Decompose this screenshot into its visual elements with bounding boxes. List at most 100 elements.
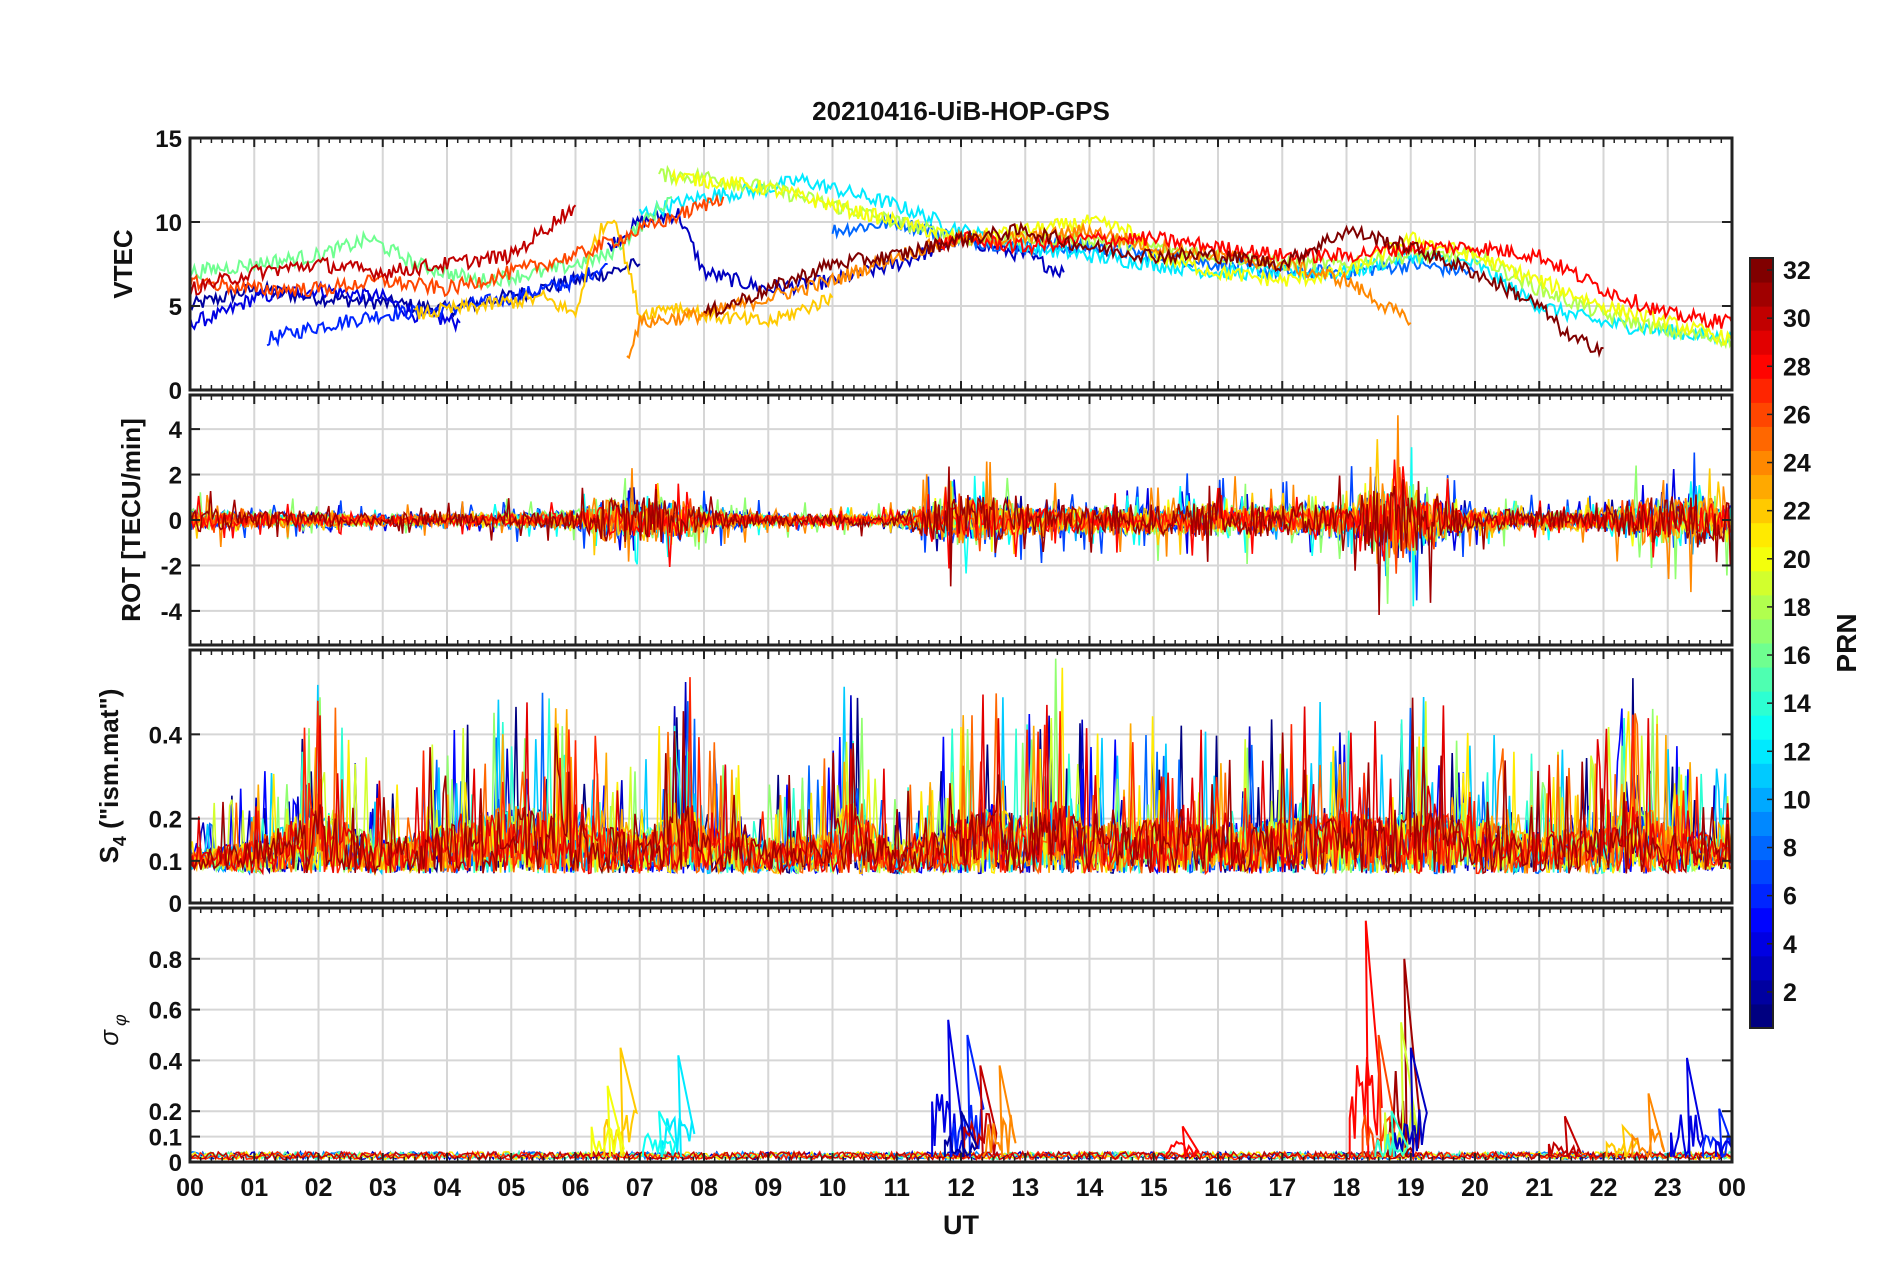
colorbar-segment-prn-1 (1750, 1003, 1773, 1029)
x-tick-label: 04 (433, 1174, 461, 1202)
rot-ytick-label: -2 (161, 553, 182, 580)
vtec-trace-prn-12 (638, 172, 1732, 346)
s4-ytick-label: 0.4 (149, 722, 183, 749)
x-tick-label: 08 (690, 1174, 718, 1202)
colorbar-segment-prn-11 (1750, 763, 1773, 788)
x-tick-label: 03 (369, 1174, 397, 1202)
colorbar-segment-prn-2 (1750, 979, 1773, 1005)
colorbar-segment-prn-30 (1750, 306, 1773, 331)
rot-ylabel: ROT [TECU/min] (116, 418, 146, 622)
sigma-phi-spike-prn-30 (963, 1065, 998, 1157)
x-tick-label: 07 (626, 1174, 654, 1202)
colorbar-segment-prn-14 (1750, 691, 1773, 716)
vtec-ytick-labels: 0 5 10 15 (155, 126, 182, 405)
x-tick-label: 09 (754, 1174, 782, 1202)
rot-axes-frame (188, 393, 1734, 647)
sigma-phi-ylabel: σφ (94, 1014, 130, 1046)
colorbar-tick-label: 28 (1783, 353, 1811, 381)
colorbar-tick-label: 2 (1783, 979, 1797, 1007)
sigma-phi-ylabel-sub: φ (110, 1014, 130, 1026)
s4-ytick-label: 0 (169, 891, 182, 918)
vtec-trace-prn-28 (927, 229, 1732, 331)
sigma-phi-spike-prn-24 (1631, 1093, 1666, 1159)
rot-ytick-label: 4 (169, 417, 183, 444)
colorbar-segment-prn-18 (1750, 594, 1773, 620)
sigma-phi-spike-prn-3 (1393, 1047, 1428, 1157)
colorbar-tick-label: 16 (1783, 642, 1811, 670)
s4-ytick-label: 0.2 (149, 807, 182, 834)
colorbar-tick-label: 4 (1783, 931, 1797, 959)
x-tick-label: 18 (1333, 1174, 1361, 1202)
sigma-phi-spike-prn-4 (1714, 1108, 1732, 1157)
s4-trace-prn-31 (190, 697, 1732, 876)
colorbar-tick-label: 32 (1783, 257, 1811, 285)
colorbar-segment-prn-8 (1750, 835, 1773, 861)
colorbar-tick-label: 18 (1783, 594, 1811, 622)
vtec-ylabel: VTEC (108, 229, 138, 299)
x-tick-label: 13 (1011, 1174, 1039, 1202)
colorbar-tick-label: 24 (1783, 450, 1811, 478)
colorbar-tick-label: 26 (1783, 401, 1811, 429)
colorbar-tick-label: 22 (1783, 498, 1811, 526)
rot-ytick-labels: -4 -2 0 2 4 (161, 417, 183, 626)
s4-ylabel-sub: 4 (110, 836, 130, 846)
sigma-phi-spike-prn-24 (982, 1065, 1017, 1157)
x-tick-label: 19 (1397, 1174, 1425, 1202)
x-tick-label: 00 (1718, 1174, 1746, 1202)
sigma-phi-ytick-label: 0.2 (149, 1099, 182, 1126)
colorbar-tick-label: 10 (1783, 786, 1811, 814)
colorbar-segment-prn-7 (1750, 859, 1773, 885)
rot-ytick-label: -4 (161, 599, 183, 626)
colorbar-tick-label: 12 (1783, 738, 1811, 766)
colorbar-segment-prn-4 (1750, 931, 1773, 957)
sigma-phi-axes-frame (188, 906, 1734, 1164)
vtec-trace-prn-6 (266, 263, 608, 348)
rot-ytick-label: 2 (169, 463, 182, 490)
colorbar-segment-prn-6 (1750, 883, 1773, 909)
colorbar-segment-prn-22 (1750, 498, 1773, 524)
colorbar-segment-prn-13 (1750, 715, 1773, 740)
colorbar-tick-label: 6 (1783, 883, 1797, 911)
rot-ytick-label: 0 (169, 508, 182, 535)
x-tick-label: 01 (240, 1174, 268, 1202)
s4-ytick-label: 0.1 (149, 849, 182, 876)
sigma-phi-ytick-labels: 00.10.2 0.4 0.6 0.8 (149, 947, 183, 1177)
colorbar-tick-label: 14 (1783, 690, 1811, 718)
sigma-phi-spike-prn-30 (1547, 1115, 1582, 1160)
sigma-phi-spike-prn-20 (590, 1085, 625, 1157)
colorbar-segment-prn-9 (1750, 811, 1773, 836)
x-tick-label: 11 (884, 1174, 911, 1202)
vtec-trace-prn-4 (190, 280, 461, 333)
x-tick-label: 20 (1461, 1174, 1489, 1202)
x-tick-label: 10 (819, 1174, 847, 1202)
vtec-trace-prn-26 (190, 193, 725, 300)
colorbar-segment-prn-3 (1750, 955, 1773, 981)
colorbar-segment-prn-31 (1750, 282, 1773, 307)
x-tick-label: 06 (562, 1174, 590, 1202)
vtec-trace-prn-30 (190, 203, 577, 297)
figure-title: 20210416-UiB-HOP-GPS (812, 96, 1110, 126)
sigma-phi-ytick-label: 0 (169, 1150, 182, 1177)
colorbar-segment-prn-23 (1750, 474, 1773, 500)
sigma-phi-spike-prn-4 (1670, 1057, 1705, 1159)
colorbar-segment-prn-26 (1750, 402, 1773, 427)
colorbar-segment-prn-10 (1750, 787, 1773, 812)
colorbar-segment-prn-17 (1750, 618, 1773, 644)
vtec-trace-prn-20 (670, 168, 1732, 347)
sigma-phi-spike-prn-6 (1702, 1108, 1732, 1159)
x-tick-label: 00 (176, 1174, 204, 1202)
colorbar-segment-prn-12 (1750, 739, 1773, 764)
colorbar-segment-prn-5 (1750, 907, 1773, 933)
s4-ytick-labels: 0 0.1 0.2 0.4 (149, 722, 183, 918)
vtec-axes-frame (188, 136, 1734, 392)
vtec-trace-prn-22 (414, 219, 834, 329)
colorbar-segment-prn-20 (1750, 546, 1773, 572)
s4-traces (190, 658, 1732, 877)
x-tick-label: 15 (1140, 1174, 1168, 1202)
x-tick-label: 02 (305, 1174, 333, 1202)
x-tick-label: 12 (947, 1174, 975, 1202)
vtec-ytick-label: 0 (169, 378, 182, 405)
vtec-trace-prn-24 (626, 221, 1412, 360)
colorbar-tick-label: 30 (1783, 305, 1811, 333)
sigma-phi-ytick-label: 0.6 (149, 998, 182, 1025)
